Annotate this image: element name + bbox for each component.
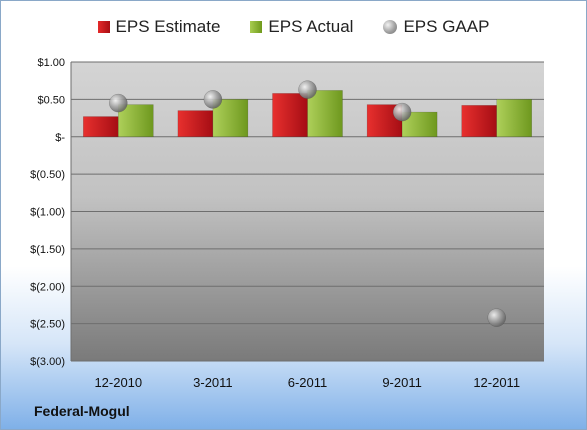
legend-item-gaap: EPS GAAP xyxy=(383,17,489,37)
y-tick-label: $- xyxy=(55,132,65,144)
x-tick-label: 12-2011 xyxy=(473,375,520,390)
bar-eps-actual xyxy=(496,99,532,137)
legend-swatch-estimate xyxy=(97,21,110,33)
x-tick-label: 9-2011 xyxy=(382,375,422,390)
bar-eps-actual xyxy=(307,90,343,137)
y-axis-ticks: $1.00 $0.50 $- $(0.50) $(1.00) $(1.50) $(2.00)… xyxy=(30,57,65,368)
marker-eps-gaap xyxy=(203,90,223,109)
gaap-markers xyxy=(109,80,506,327)
y-tick-label: $0.50 xyxy=(37,94,65,106)
gridlines xyxy=(70,61,544,362)
y-tick-label: $(1.50) xyxy=(30,244,65,256)
legend-item-actual: EPS Actual xyxy=(250,17,353,37)
marker-eps-gaap xyxy=(298,80,317,99)
y-tick-label: $(2.00) xyxy=(30,281,65,293)
marker-eps-gaap xyxy=(109,93,128,113)
x-tick-label: 6-2011 xyxy=(288,375,328,390)
bar-eps-estimate xyxy=(83,116,119,137)
bar-eps-estimate xyxy=(177,110,214,138)
marker-eps-gaap xyxy=(392,102,412,122)
y-tick-label: $(1.00) xyxy=(30,207,65,219)
company-name: Federal-Mogul xyxy=(34,403,130,419)
y-tick-label: $1.00 xyxy=(37,57,65,69)
legend-swatch-actual xyxy=(250,21,263,33)
y-tick-label: $(2.50) xyxy=(30,319,65,331)
x-tick-label: 12-2010 xyxy=(94,375,142,390)
x-axis-labels: 12-2010 3-2011 6-2011 9-2011 12-2011 xyxy=(94,375,520,390)
x-tick-label: 3-2011 xyxy=(193,375,233,390)
legend-item-estimate: EPS Estimate xyxy=(97,17,221,37)
legend-label-gaap: EPS GAAP xyxy=(403,17,490,36)
y-tick-label: $(3.00) xyxy=(30,356,65,368)
legend-label-estimate: EPS Estimate xyxy=(115,17,221,36)
marker-eps-gaap xyxy=(487,308,506,327)
y-tick-label: $(0.50) xyxy=(30,169,65,181)
chart-legend: EPS Estimate EPS Actual EPS GAAP xyxy=(1,17,586,37)
bar-eps-estimate xyxy=(272,93,308,137)
legend-swatch-gaap xyxy=(383,20,398,34)
legend-label-actual: EPS Actual xyxy=(268,17,354,36)
bar-eps-estimate xyxy=(461,105,497,138)
